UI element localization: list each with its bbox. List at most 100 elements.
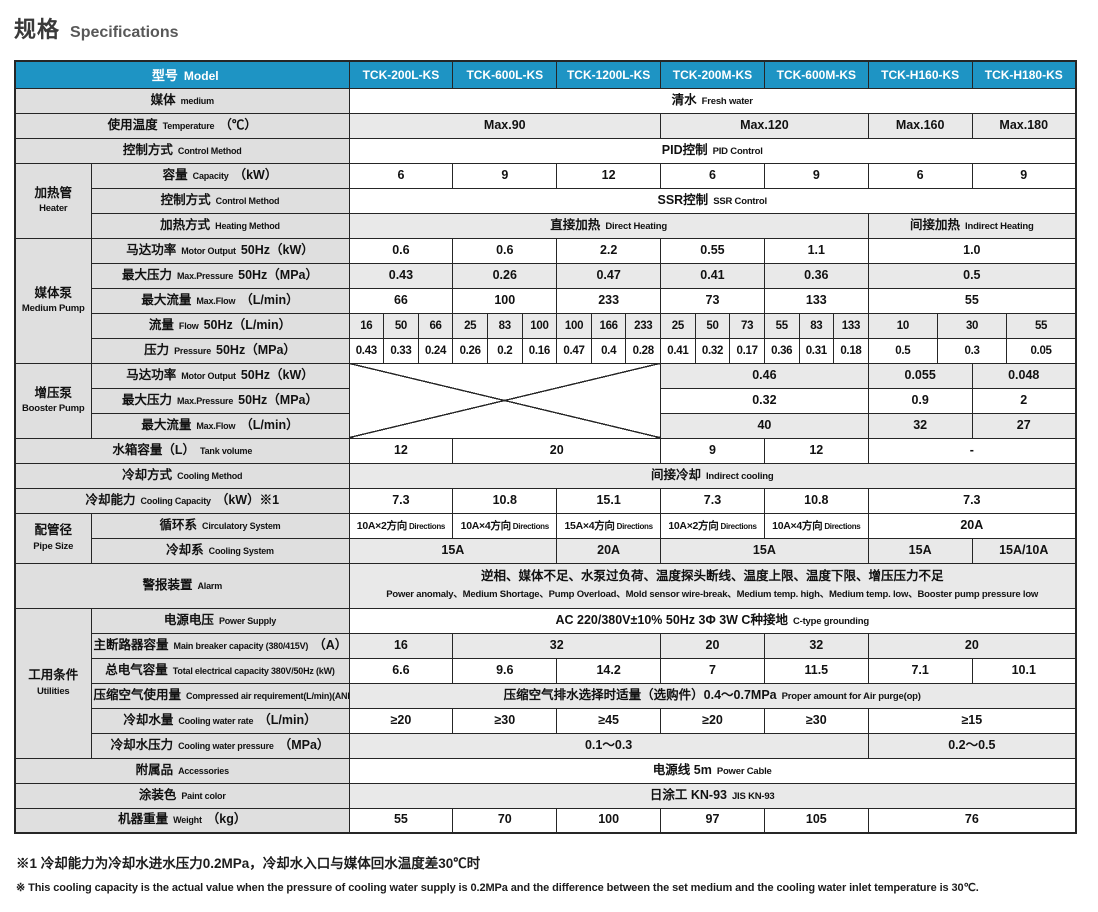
row-label: 冷却系 Cooling System [90, 537, 350, 564]
value-cell: SSR控制 SSR Control [348, 187, 1077, 214]
table-row: 媒体 medium 清水 Fresh water [14, 87, 1077, 114]
value-cell: 15A [867, 537, 973, 564]
model-header-label-en: Model [183, 69, 219, 84]
model-column-header: TCK-200M-KS [660, 60, 765, 89]
value-cell: 0.33 [383, 337, 419, 364]
model-header-label-zh: 型号 [151, 68, 178, 84]
table-row: 冷却水量 Cooling water rate （L/min） ≥20 ≥30 ≥45 ≥2… [15, 707, 1077, 734]
table-row: 加热管 Heater 容量 Capacity （kW） 6 9 12 6 9 6 9 [14, 162, 1077, 239]
table-row: 工用条件 Utilities 电源电压 Power Supply AC 220/380V… [14, 607, 1077, 759]
value-cell: 15.1 [556, 487, 662, 514]
value-cell: 9 [763, 162, 869, 189]
row-label: 冷却方式 Cooling Method [14, 462, 350, 489]
page-title: 规格 Specifications [14, 12, 1084, 44]
value-cell: 50 [694, 312, 731, 339]
value-cell: 7.3 [867, 487, 1077, 514]
value-cell: 0.17 [729, 337, 765, 364]
table-row: 控制方式 Control Method PID控制 PID Control [14, 137, 1077, 164]
value-cell: 12 [763, 437, 869, 464]
value-cell: 0.18 [833, 337, 869, 364]
row-label: 压缩空气使用量 Compressed air requirement(L/min)… [90, 682, 350, 709]
value-cell: ≥20 [660, 707, 765, 734]
row-label: 主断路器容量 Main breaker capacity (380/415V) （A… [90, 632, 350, 659]
value-cell: 0.26 [452, 262, 558, 289]
value-cell: 10A×2方向 Directions [660, 512, 765, 539]
value-cell: 0.4 [590, 337, 627, 364]
value-cell: - [867, 437, 1077, 464]
value-cell: 100 [521, 312, 558, 339]
table-row: 冷却方式 Cooling Method 间接冷却 Indirect cooling [14, 462, 1077, 489]
value-cell: 间接冷却 Indirect cooling [348, 462, 1077, 489]
value-cell: 30 [936, 312, 1008, 339]
value-cell: Max.120 [660, 112, 869, 139]
value-cell: 10A×2方向 Directions [348, 512, 454, 539]
value-cell: 7.3 [660, 487, 765, 514]
value-cell: 12 [556, 162, 662, 189]
row-label: 冷却能力 Cooling Capacity （kW）※1 [14, 487, 350, 514]
value-cell: 7.1 [867, 657, 973, 684]
table-row: 最大压力 Max.Pressure 50Hz（MPa） 0.43 0.26 0.47 0.4… [15, 262, 1077, 289]
value-cell: 14.2 [556, 657, 662, 684]
footnotes: ※1 冷却能力为冷却水进水压力0.2MPa，冷却水入口与媒体回水温度差30℃时 … [14, 852, 1084, 894]
model-column-header: TCK-H160-KS [867, 60, 973, 89]
table-row: 加热方式 Heating Method 直接加热 Direct Heating 间接加热… [15, 212, 1077, 239]
value-cell: 25 [452, 312, 488, 339]
row-label: 压力 Pressure 50Hz（MPa） [90, 337, 350, 364]
value-cell: 76 [867, 807, 1077, 834]
value-cell: 9.6 [452, 657, 558, 684]
table-row: 涂装色 Paint color 日涂工 KN-93 JIS KN-93 [14, 782, 1077, 809]
row-label: 最大流量 Max.Flow （L/min） [90, 412, 350, 439]
value-cell: 0.41 [660, 337, 696, 364]
row-label: 容量 Capacity （kW） [90, 162, 350, 189]
value-cell: 10A×4方向 Directions [763, 512, 869, 539]
value-cell: 133 [763, 287, 869, 314]
row-label: 警报装置 Alarm [14, 562, 350, 609]
value-cell: 0.055 [867, 362, 973, 389]
value-cell: 55 [867, 287, 1077, 314]
value-cell: 73 [729, 312, 765, 339]
value-cell: 32 [867, 412, 973, 439]
value-cell: 12 [348, 437, 454, 464]
spec-table-body: 媒体 medium 清水 Fresh water 使用温度 Temperature （℃） M… [14, 87, 1077, 834]
value-cell: 7 [660, 657, 765, 684]
row-label: 冷却水压力 Cooling water pressure （MPa） [90, 732, 350, 759]
value-cell: 10.8 [763, 487, 869, 514]
row-label: 循环系 Circulatory System [90, 512, 350, 539]
table-row: 使用温度 Temperature （℃） Max.90 Max.120 Max.160 Ma… [14, 112, 1077, 139]
table-row: 主断路器容量 Main breaker capacity (380/415V) （A… [15, 632, 1077, 659]
value-cell: 0.5 [867, 337, 938, 364]
value-cell: 20 [452, 437, 662, 464]
value-cell: 0.1～0.3 [348, 732, 869, 759]
value-cell: 10A×4方向 Directions [452, 512, 558, 539]
value-cell: 7.3 [348, 487, 454, 514]
value-cell: 0.55 [660, 237, 765, 264]
value-cell: 50 [383, 312, 419, 339]
value-cell: 2 [971, 387, 1077, 414]
value-cell: 27 [971, 412, 1077, 439]
table-row: 控制方式 Control Method SSR控制 SSR Control [15, 187, 1077, 214]
value-cell: 2.2 [556, 237, 662, 264]
value-cell: 6 [867, 162, 973, 189]
value-cell: ≥30 [763, 707, 869, 734]
value-cell: 83 [486, 312, 523, 339]
page-title-zh: 规格 [14, 17, 61, 42]
header-row: 型号 Model TCK-200L-KS TCK-600L-KS TCK-1200L-K… [14, 60, 1077, 89]
value-cell: 0.2～0.5 [867, 732, 1077, 759]
table-row: 增压泵 Booster Pump 马达功率 Motor Output 50Hz（kW） 0… [14, 362, 1077, 439]
table-row: 压缩空气使用量 Compressed air requirement(L/min)… [15, 682, 1077, 709]
value-cell: 105 [763, 807, 869, 834]
value-cell: 日涂工 KN-93 JIS KN-93 [348, 782, 1077, 809]
row-label: 使用温度 Temperature （℃） [14, 112, 350, 139]
value-cell: 73 [660, 287, 765, 314]
row-label: 机器重量 Weight （kg） [14, 807, 350, 834]
table-row: 媒体泵 Medium Pump 马达功率 Motor Output 50Hz（kW） 0.… [14, 237, 1077, 364]
row-label: 涂装色 Paint color [14, 782, 350, 809]
value-cell: 1.0 [867, 237, 1077, 264]
value-cell: 70 [452, 807, 558, 834]
footnote-zh: ※1 冷却能力为冷却水进水压力0.2MPa，冷却水入口与媒体回水温度差30℃时 [16, 856, 481, 871]
value-cell: ≥20 [348, 707, 454, 734]
value-cell: 0.048 [971, 362, 1077, 389]
model-column-header: TCK-1200L-KS [556, 60, 662, 89]
value-cell: 100 [556, 807, 662, 834]
